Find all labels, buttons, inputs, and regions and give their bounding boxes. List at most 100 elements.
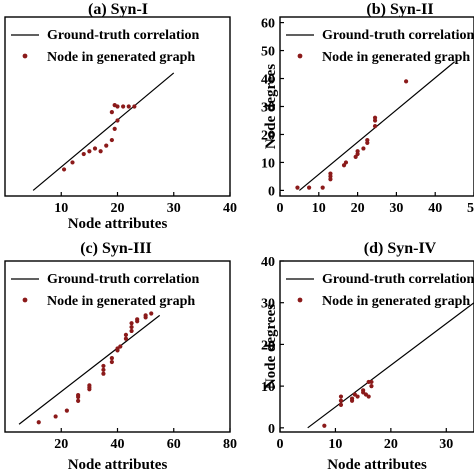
x-tick-label: 40 xyxy=(223,201,237,216)
ground-truth-line xyxy=(18,314,161,425)
data-point xyxy=(404,79,409,84)
legend-point-swatch xyxy=(22,53,28,59)
data-point xyxy=(320,185,325,190)
x-tick-label: 40 xyxy=(428,201,442,216)
x-tick-label: 30 xyxy=(389,201,403,216)
data-point xyxy=(126,104,131,109)
y-tick-label: 0 xyxy=(268,184,275,199)
data-point xyxy=(101,371,106,376)
y-tick-label: 50 xyxy=(261,45,275,60)
data-point xyxy=(355,394,360,399)
legend-point-swatch xyxy=(297,53,303,59)
data-point xyxy=(115,118,120,123)
legend-points-label: Node in generated graph xyxy=(322,294,470,309)
data-point xyxy=(112,103,117,108)
legend-point-swatch xyxy=(22,297,28,303)
data-point xyxy=(87,149,92,154)
x-tick-label: 60 xyxy=(167,437,181,452)
data-point xyxy=(76,392,81,398)
data-point xyxy=(372,123,378,129)
y-tick-label: 10 xyxy=(261,380,275,395)
legend-line-label: Ground-truth correlation xyxy=(47,28,200,43)
data-point xyxy=(109,137,114,143)
data-point xyxy=(98,149,103,154)
data-point xyxy=(70,160,75,165)
data-point xyxy=(123,332,129,337)
data-point xyxy=(109,359,114,365)
data-point xyxy=(338,402,344,407)
panel-title: (b) Syn-II xyxy=(366,1,433,18)
data-point xyxy=(338,394,344,399)
data-point xyxy=(118,344,123,349)
y-axis-label: Node degrees xyxy=(263,304,279,389)
plot-frame xyxy=(279,16,474,197)
y-tick-label: 10 xyxy=(261,156,275,171)
ground-truth-line xyxy=(307,302,474,429)
data-point xyxy=(81,151,86,157)
data-point xyxy=(338,398,344,403)
data-point xyxy=(322,423,327,428)
data-point xyxy=(104,143,109,148)
data-point xyxy=(64,408,69,413)
x-tick-label: 0 xyxy=(277,437,284,452)
data-point xyxy=(76,398,81,404)
x-tick-label: 20 xyxy=(111,201,125,216)
plot-frame xyxy=(279,260,474,433)
data-point xyxy=(149,311,154,316)
y-tick-label: 20 xyxy=(261,338,275,353)
data-point xyxy=(112,126,117,131)
data-point xyxy=(143,313,148,318)
y-tick-label: 40 xyxy=(261,255,275,270)
y-tick-label: 40 xyxy=(261,73,275,88)
y-tick-label: 60 xyxy=(261,17,275,32)
data-point xyxy=(87,383,92,388)
x-tick-label: 10 xyxy=(312,201,326,216)
data-point xyxy=(61,167,67,172)
x-tick-label: 0 xyxy=(277,201,284,216)
data-point xyxy=(307,185,312,190)
data-point xyxy=(101,363,106,369)
panel-title: (a) Syn-I xyxy=(88,1,148,18)
panel-title: (c) Syn-III xyxy=(80,240,152,257)
legend-points-label: Node in generated graph xyxy=(322,50,470,65)
data-point xyxy=(53,414,58,419)
y-tick-label: 20 xyxy=(261,128,275,143)
x-tick-label: 10 xyxy=(54,201,68,216)
legend-line-label: Ground-truth correlation xyxy=(322,272,474,287)
x-axis-label: Node attributes xyxy=(68,457,168,473)
data-point xyxy=(132,104,137,109)
x-tick-label: 20 xyxy=(351,201,365,216)
x-tick-label: 20 xyxy=(54,437,68,452)
data-point xyxy=(129,324,134,330)
data-point xyxy=(109,109,114,115)
legend-line-label: Ground-truth correlation xyxy=(322,28,474,43)
x-tick-label: 10 xyxy=(328,437,342,452)
y-tick-label: 0 xyxy=(268,422,275,437)
data-point xyxy=(92,146,98,151)
legend-line-label: Ground-truth correlation xyxy=(47,272,200,287)
x-axis-label: Node attributes xyxy=(327,457,427,473)
y-axis-label: Node degrees xyxy=(263,64,279,149)
data-point xyxy=(366,394,371,399)
data-point xyxy=(349,396,355,401)
data-point xyxy=(135,317,140,322)
x-tick-label: 30 xyxy=(167,201,181,216)
x-tick-label: 50 xyxy=(467,201,474,216)
data-point xyxy=(129,328,134,334)
data-point xyxy=(121,104,126,109)
data-point xyxy=(343,160,349,165)
data-point xyxy=(361,388,366,393)
legend-point-swatch xyxy=(297,297,303,303)
data-point xyxy=(101,367,106,372)
y-tick-label: 30 xyxy=(261,297,275,312)
data-point xyxy=(123,336,129,341)
x-tick-label: 40 xyxy=(111,437,125,452)
data-point xyxy=(109,356,114,361)
x-tick-label: 20 xyxy=(384,437,398,452)
data-point xyxy=(295,185,300,190)
data-point xyxy=(36,420,41,425)
x-axis-label: Node attributes xyxy=(68,216,168,232)
data-point xyxy=(355,149,360,154)
data-point xyxy=(328,171,333,176)
